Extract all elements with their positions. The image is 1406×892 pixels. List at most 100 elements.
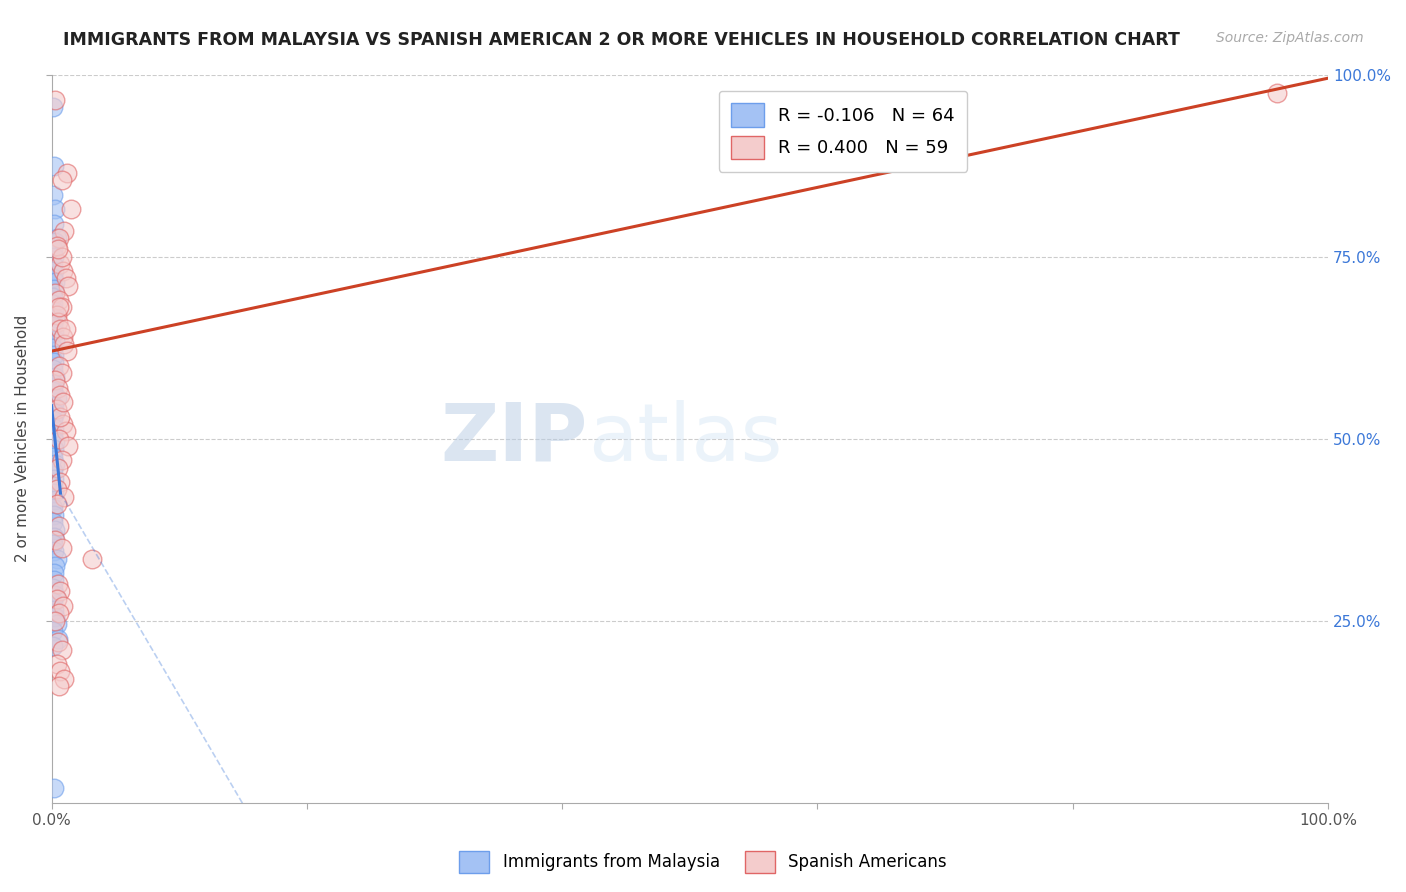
Point [42,442,65,457]
Point [42,100,65,114]
Point [46,577,69,591]
Point [42,450,65,464]
Point [44,533,66,548]
Point [51,301,73,315]
Point [42,537,65,551]
Point [48,231,70,245]
Point [59,202,82,217]
Point [44,275,66,289]
Point [48,606,70,620]
Point [46,635,69,649]
Point [42,289,65,303]
Point [42,264,65,278]
Point [51,453,73,467]
Point [53,224,76,238]
Legend: R = -0.106   N = 64, R = 0.400   N = 59: R = -0.106 N = 64, R = 0.400 N = 59 [718,91,967,171]
Point [42,399,65,413]
Point [51,541,73,555]
Point [45,497,67,511]
Point [42,515,65,529]
Point [42,250,65,264]
Point [45,617,67,632]
Point [45,591,67,606]
Point [1265,86,1288,100]
Point [42,341,65,355]
Point [42,479,65,493]
Point [44,493,66,508]
Point [44,235,66,249]
Point [52,329,75,343]
Point [44,373,66,387]
Point [45,402,67,417]
Point [53,490,76,504]
Point [42,318,65,333]
Point [42,187,65,202]
Point [42,326,65,340]
Point [42,530,65,544]
Point [53,337,76,351]
Point [42,271,65,285]
Point [56,166,79,180]
Point [51,366,73,380]
Point [49,665,72,679]
Point [48,301,70,315]
Point [45,657,67,672]
Point [51,250,73,264]
Point [45,238,67,252]
Point [42,574,65,588]
Point [44,523,66,537]
Point [56,278,79,293]
Point [52,395,75,409]
Point [45,231,67,245]
Point [56,344,79,359]
Point [55,271,77,285]
Point [56,439,79,453]
Point [42,602,65,616]
Point [49,584,72,599]
Point [42,566,65,581]
Point [44,610,66,624]
Point [51,642,73,657]
Point [45,308,67,322]
Point [44,558,66,573]
Point [46,242,69,256]
Point [42,581,65,595]
Point [42,159,65,173]
Point [44,588,66,602]
Point [46,460,69,475]
Point [51,173,73,187]
Point [42,780,65,795]
Point [42,217,65,231]
Point [48,432,70,446]
Point [46,380,69,394]
Text: IMMIGRANTS FROM MALAYSIA VS SPANISH AMERICAN 2 OR MORE VEHICLES IN HOUSEHOLD COR: IMMIGRANTS FROM MALAYSIA VS SPANISH AMER… [63,31,1180,49]
Point [42,508,65,522]
Point [44,285,66,300]
Point [42,413,65,427]
Point [45,483,67,497]
Point [42,257,65,271]
Point [48,293,70,308]
Point [44,457,66,471]
Point [42,348,65,362]
Point [44,311,66,326]
Point [42,464,65,478]
Point [82,551,104,566]
Point [49,475,72,490]
Point [55,322,77,336]
Point [44,435,66,450]
Point [42,500,65,515]
Point [46,315,69,329]
Point [45,551,67,566]
Point [42,282,65,296]
Point [44,406,66,420]
Text: atlas: atlas [588,400,782,477]
Point [44,93,66,107]
Point [42,384,65,399]
Point [42,297,65,311]
Point [44,614,66,628]
Point [52,417,75,431]
Point [42,355,65,369]
Point [46,632,69,646]
Point [52,599,75,613]
